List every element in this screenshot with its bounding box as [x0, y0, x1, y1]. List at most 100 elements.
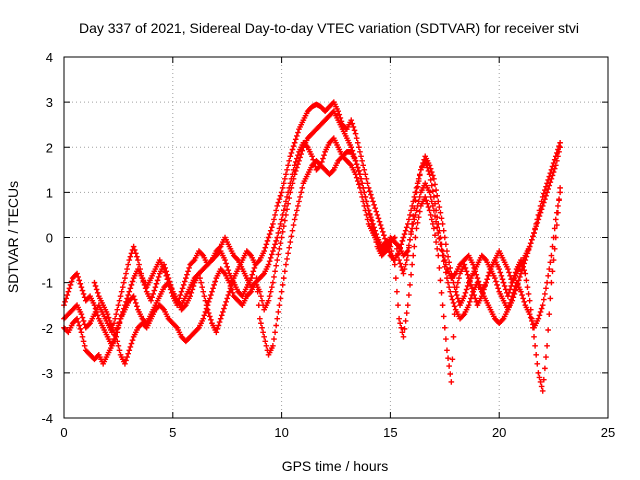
- data-point: [538, 198, 545, 205]
- data-point: [366, 212, 373, 218]
- data-point: [267, 288, 274, 295]
- data-point: [438, 247, 445, 253]
- data-point: [363, 176, 370, 182]
- data-point: [556, 143, 562, 149]
- data-point: [403, 257, 410, 263]
- data-point: [358, 176, 364, 182]
- data-point: [122, 361, 128, 367]
- data-point: [505, 266, 511, 272]
- data-point: [470, 288, 476, 295]
- data-point: [123, 357, 129, 364]
- data-point: [428, 182, 435, 189]
- data-point: [286, 157, 293, 164]
- data-point: [435, 198, 442, 205]
- data-point: [129, 337, 136, 343]
- data-point: [75, 319, 81, 325]
- data-point: [448, 379, 455, 385]
- data-point: [507, 273, 513, 279]
- data-point: [79, 333, 86, 340]
- data-point: [436, 265, 443, 271]
- data-point: [296, 157, 302, 164]
- data-point: [279, 185, 286, 191]
- data-point: [546, 311, 553, 318]
- data-point: [378, 225, 385, 232]
- data-point: [396, 257, 402, 263]
- data-point: [360, 185, 366, 191]
- data-point: [538, 305, 545, 312]
- data-point: [402, 261, 409, 268]
- data-point: [274, 203, 281, 209]
- data-point: [539, 302, 546, 308]
- data-point: [452, 288, 459, 295]
- data-point: [80, 338, 87, 345]
- data-point: [434, 214, 440, 220]
- data-point: [224, 295, 230, 302]
- data-point: [360, 162, 366, 169]
- data-point: [123, 299, 129, 305]
- y-tick-label: 3: [46, 95, 53, 110]
- data-point: [435, 252, 442, 259]
- data-point: [274, 315, 281, 322]
- data-point: [416, 194, 423, 200]
- data-point: [189, 286, 196, 293]
- data-point: [519, 292, 525, 298]
- data-point: [450, 333, 457, 340]
- data-point: [106, 318, 113, 324]
- data-point: [541, 190, 547, 197]
- data-point: [544, 180, 550, 187]
- y-tick-label: 1: [46, 185, 53, 200]
- data-point: [448, 293, 455, 299]
- data-point: [130, 293, 137, 299]
- data-point: [535, 370, 542, 376]
- data-point: [435, 221, 442, 227]
- data-point: [199, 251, 205, 258]
- data-point: [276, 302, 283, 308]
- data-point: [545, 273, 551, 279]
- data-point: [349, 120, 356, 127]
- data-point: [288, 233, 295, 240]
- data-point: [249, 271, 256, 278]
- data-point: [456, 275, 462, 281]
- data-point: [264, 238, 271, 244]
- data-point: [286, 195, 293, 201]
- data-point: [432, 181, 438, 188]
- data-point: [115, 302, 122, 308]
- data-point: [289, 227, 296, 234]
- data-point: [292, 136, 299, 143]
- data-point: [422, 194, 429, 200]
- data-point: [226, 288, 233, 295]
- data-point: [498, 273, 505, 279]
- data-point: [126, 347, 133, 354]
- data-point: [181, 303, 188, 310]
- data-point: [211, 282, 217, 288]
- data-point: [134, 253, 140, 260]
- data-point: [536, 213, 543, 219]
- data-point: [438, 215, 445, 222]
- data-point: [250, 268, 257, 275]
- data-point: [277, 192, 284, 199]
- data-point: [537, 309, 544, 315]
- data-point: [155, 274, 162, 280]
- data-point: [409, 221, 415, 227]
- data-point: [280, 207, 287, 214]
- data-point: [424, 200, 431, 207]
- data-point: [440, 313, 447, 320]
- data-point: [434, 224, 440, 231]
- data-point: [536, 374, 543, 381]
- data-point: [405, 252, 411, 259]
- data-point: [275, 309, 282, 315]
- data-point: [202, 297, 209, 304]
- data-point: [505, 293, 511, 299]
- data-point: [414, 183, 421, 190]
- data-point: [118, 312, 125, 319]
- data-point: [292, 168, 299, 174]
- data-point: [161, 266, 167, 272]
- data-point: [129, 278, 136, 285]
- data-point: [534, 216, 541, 223]
- data-point: [285, 162, 291, 169]
- data-point: [382, 249, 388, 255]
- data-point: [436, 235, 443, 242]
- data-point: [473, 271, 480, 278]
- data-point: [260, 271, 266, 278]
- data-point: [130, 243, 137, 250]
